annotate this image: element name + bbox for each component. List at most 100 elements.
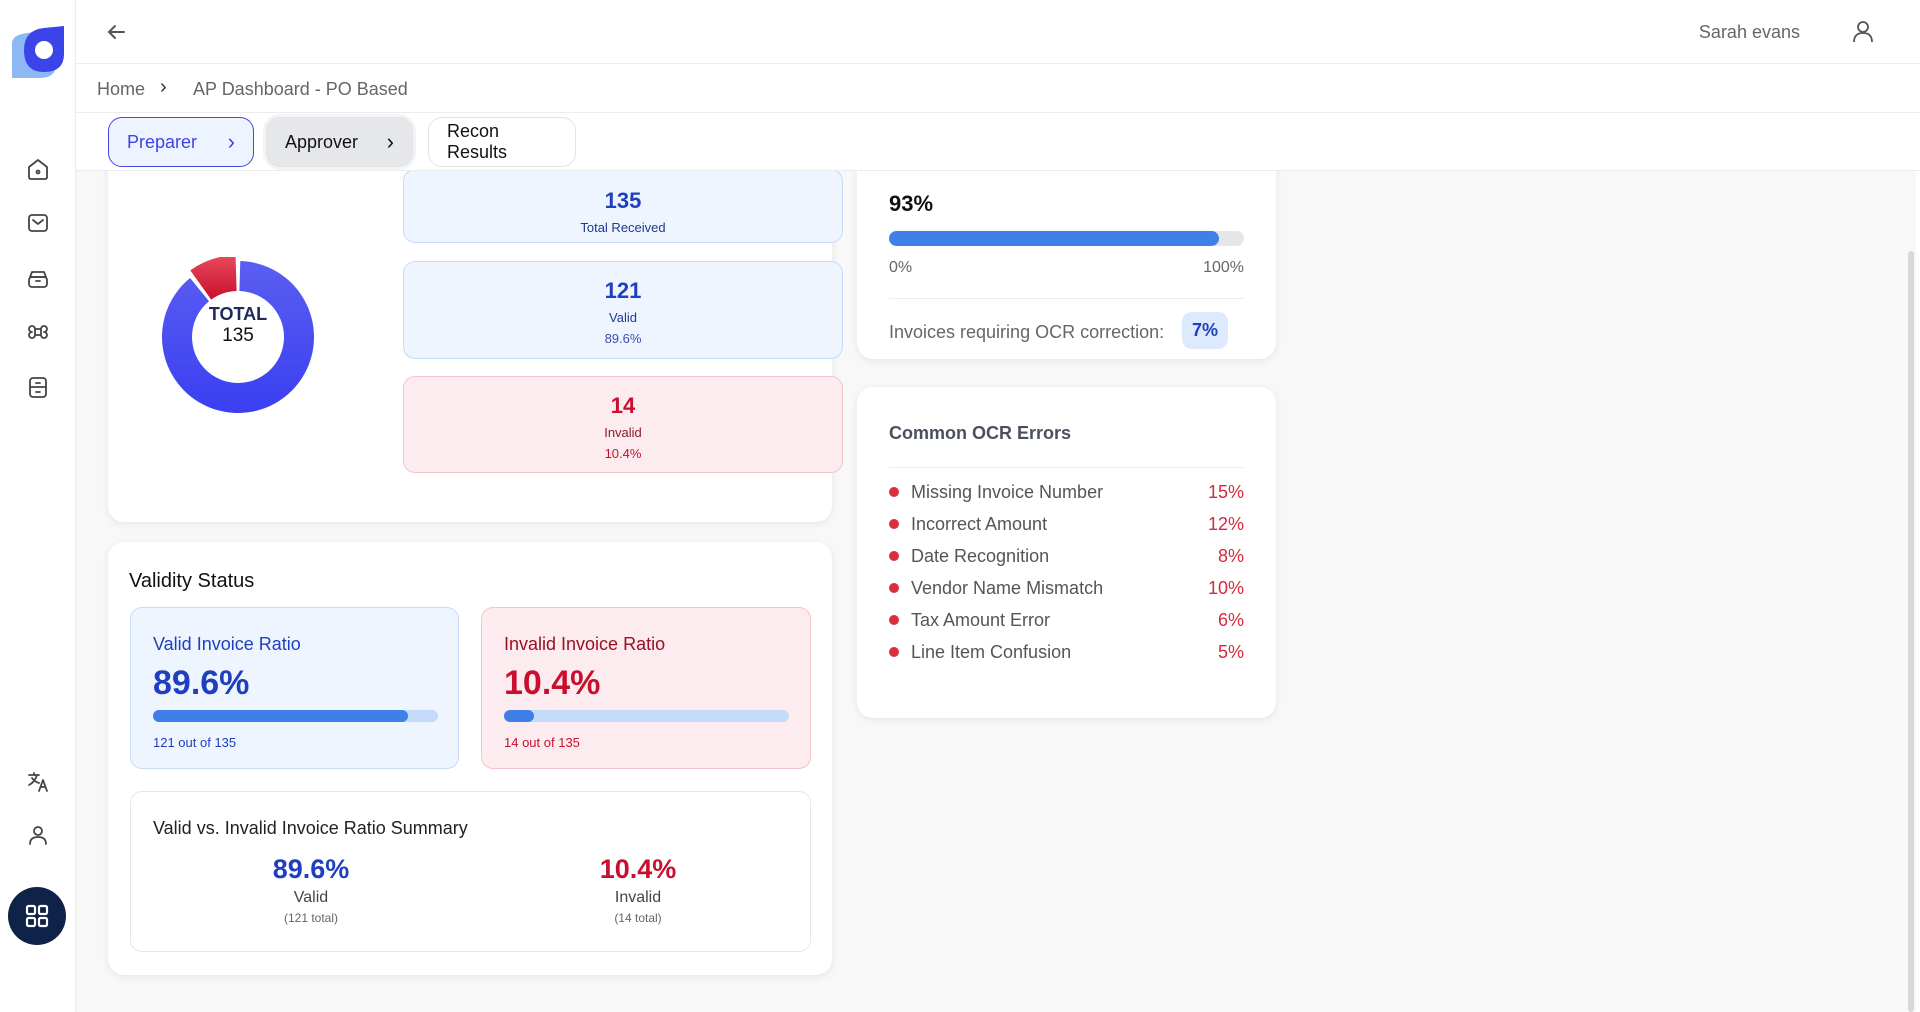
invalid-ratio-title: Invalid Invoice Ratio — [504, 634, 666, 654]
chevron-right-icon: › — [160, 76, 167, 98]
valid-ratio-box: Valid Invoice Ratio 89.6% 121 out of 135 — [130, 607, 459, 769]
ocr-accuracy-card: 93% 0% 100% Invoices requiring OCR corre… — [857, 171, 1276, 359]
ratio-summary-title: Valid vs. Invalid Invoice Ratio Summary — [153, 818, 468, 838]
inbox-icon[interactable] — [24, 209, 52, 237]
ocr-error-pct: 5% — [1217, 641, 1244, 662]
valid-count-label: Valid — [609, 310, 637, 325]
chevron-right-icon: › — [386, 129, 394, 154]
main-content: TOTAL 135 135 Total Received 121 Valid 8… — [76, 171, 1916, 1012]
invoice-summary-card: TOTAL 135 135 Total Received 121 Valid 8… — [108, 171, 843, 522]
bullet-icon — [889, 583, 899, 593]
summary-valid-total: (121 total) — [283, 911, 339, 925]
invalid-ratio-box: Invalid Invoice Ratio 10.4% 14 out of 13… — [481, 607, 811, 769]
divider — [889, 298, 1244, 299]
ocr-error-item: Line Item Confusion 5% — [889, 636, 1244, 668]
donut-slice-invalid — [190, 257, 237, 300]
profile-icon[interactable] — [24, 821, 52, 849]
summary-valid-pct: 89.6% — [272, 854, 350, 884]
sidebar — [0, 0, 76, 1012]
back-arrow-icon[interactable] — [104, 20, 128, 44]
ocr-error-label: Line Item Confusion — [911, 641, 1072, 662]
donut-value: 135 — [222, 325, 254, 346]
tab-label: Approver — [285, 131, 359, 152]
tab-recon-results[interactable]: Recon Results — [428, 117, 576, 167]
ocr-error-item: Date Recognition 8% — [889, 540, 1244, 572]
bullet-icon — [889, 615, 899, 625]
ocr-error-label: Missing Invoice Number — [911, 481, 1104, 502]
ratio-summary-box: Valid vs. Invalid Invoice Ratio Summary … — [130, 791, 811, 952]
ocr-error-label: Vendor Name Mismatch — [911, 577, 1104, 598]
donut-label: TOTAL — [208, 304, 268, 324]
home-icon[interactable] — [24, 155, 52, 183]
total-received-box: 135 Total Received — [403, 171, 843, 243]
ocr-error-item: Vendor Name Mismatch 10% — [889, 572, 1244, 604]
tab-approver[interactable]: Approver › — [266, 117, 413, 167]
document-icon[interactable] — [24, 373, 52, 401]
accuracy-max: 100% — [1203, 259, 1244, 276]
ocr-error-pct: 12% — [1207, 513, 1244, 534]
breadcrumb-home[interactable]: Home — [97, 79, 146, 99]
invalid-count-pct: 10.4% — [604, 446, 642, 461]
valid-count-box: 121 Valid 89.6% — [403, 261, 843, 359]
breadcrumb-current: AP Dashboard - PO Based — [193, 79, 408, 99]
ocr-error-item: Incorrect Amount 12% — [889, 508, 1244, 540]
top-bar: Sarah evans — [76, 0, 1920, 64]
invalid-ratio-sub: 14 out of 135 — [504, 735, 580, 750]
total-received-value: 135 — [604, 188, 642, 213]
chevron-right-icon: › — [227, 129, 235, 154]
bullet-icon — [889, 551, 899, 561]
ocr-error-label: Tax Amount Error — [911, 609, 1051, 630]
grid-icon — [25, 904, 49, 928]
tab-bar: Preparer › Approver › Recon Results — [76, 113, 1920, 171]
bullet-icon — [889, 487, 899, 497]
ocr-error-pct: 15% — [1207, 481, 1244, 502]
translate-icon[interactable] — [24, 768, 52, 796]
total-donut-chart — [162, 257, 314, 413]
ocr-errors-title: Common OCR Errors — [889, 423, 1072, 443]
user-icon[interactable] — [1850, 18, 1876, 44]
ocr-error-pct: 6% — [1217, 609, 1244, 630]
summary-invalid-total: (14 total) — [614, 911, 662, 925]
apps-grid-button[interactable] — [8, 887, 66, 945]
ocr-error-pct: 10% — [1207, 577, 1244, 598]
donut-slice-valid — [162, 261, 314, 413]
ocr-error-pct: 8% — [1217, 545, 1244, 566]
invalid-count-value: 14 — [610, 393, 636, 418]
ocr-correction-badge: 7% — [1182, 312, 1229, 349]
scrollbar[interactable] — [1908, 251, 1914, 1012]
invalid-count-box: 14 Invalid 10.4% — [403, 376, 843, 473]
command-icon[interactable] — [24, 318, 52, 346]
summary-invalid-pct: 10.4% — [599, 854, 677, 884]
divider — [889, 467, 1244, 468]
archive-icon[interactable] — [24, 264, 52, 292]
ocr-error-label: Date Recognition — [911, 545, 1050, 566]
tab-label: Recon Results — [447, 121, 508, 162]
tab-preparer[interactable]: Preparer › — [108, 117, 254, 167]
valid-count-value: 121 — [604, 278, 642, 303]
user-name[interactable]: Sarah evans — [1698, 22, 1800, 42]
validity-title: Validity Status — [129, 570, 255, 592]
ocr-error-label: Incorrect Amount — [911, 513, 1048, 534]
ocr-correction-label: Invoices requiring OCR correction: — [889, 322, 1165, 342]
ocr-error-item: Tax Amount Error 6% — [889, 604, 1244, 636]
invalid-count-label: Invalid — [604, 425, 642, 440]
bullet-icon — [889, 647, 899, 657]
breadcrumb: Home › AP Dashboard - PO Based — [76, 64, 1920, 113]
tab-label: Preparer — [127, 131, 198, 152]
summary-invalid-label: Invalid — [614, 889, 662, 906]
valid-ratio-title: Valid Invoice Ratio — [153, 634, 301, 654]
summary-valid-label: Valid — [293, 889, 329, 906]
app-logo[interactable] — [10, 24, 66, 80]
valid-count-pct: 89.6% — [604, 331, 642, 346]
validity-status-card: Validity Status Valid Invoice Ratio 89.6… — [108, 542, 832, 975]
valid-ratio-pct: 89.6% — [153, 664, 250, 702]
accuracy-value: 93% — [889, 191, 934, 216]
accuracy-min: 0% — [889, 259, 913, 276]
common-ocr-errors-card: Common OCR Errors Missing Invoice Number… — [857, 387, 1276, 718]
bullet-icon — [889, 519, 899, 529]
total-received-label: Total Received — [580, 220, 666, 235]
valid-ratio-sub: 121 out of 135 — [153, 735, 237, 750]
invalid-ratio-track — [504, 710, 789, 722]
accuracy-fill — [889, 231, 1220, 246]
invalid-ratio-pct: 10.4% — [504, 664, 601, 702]
